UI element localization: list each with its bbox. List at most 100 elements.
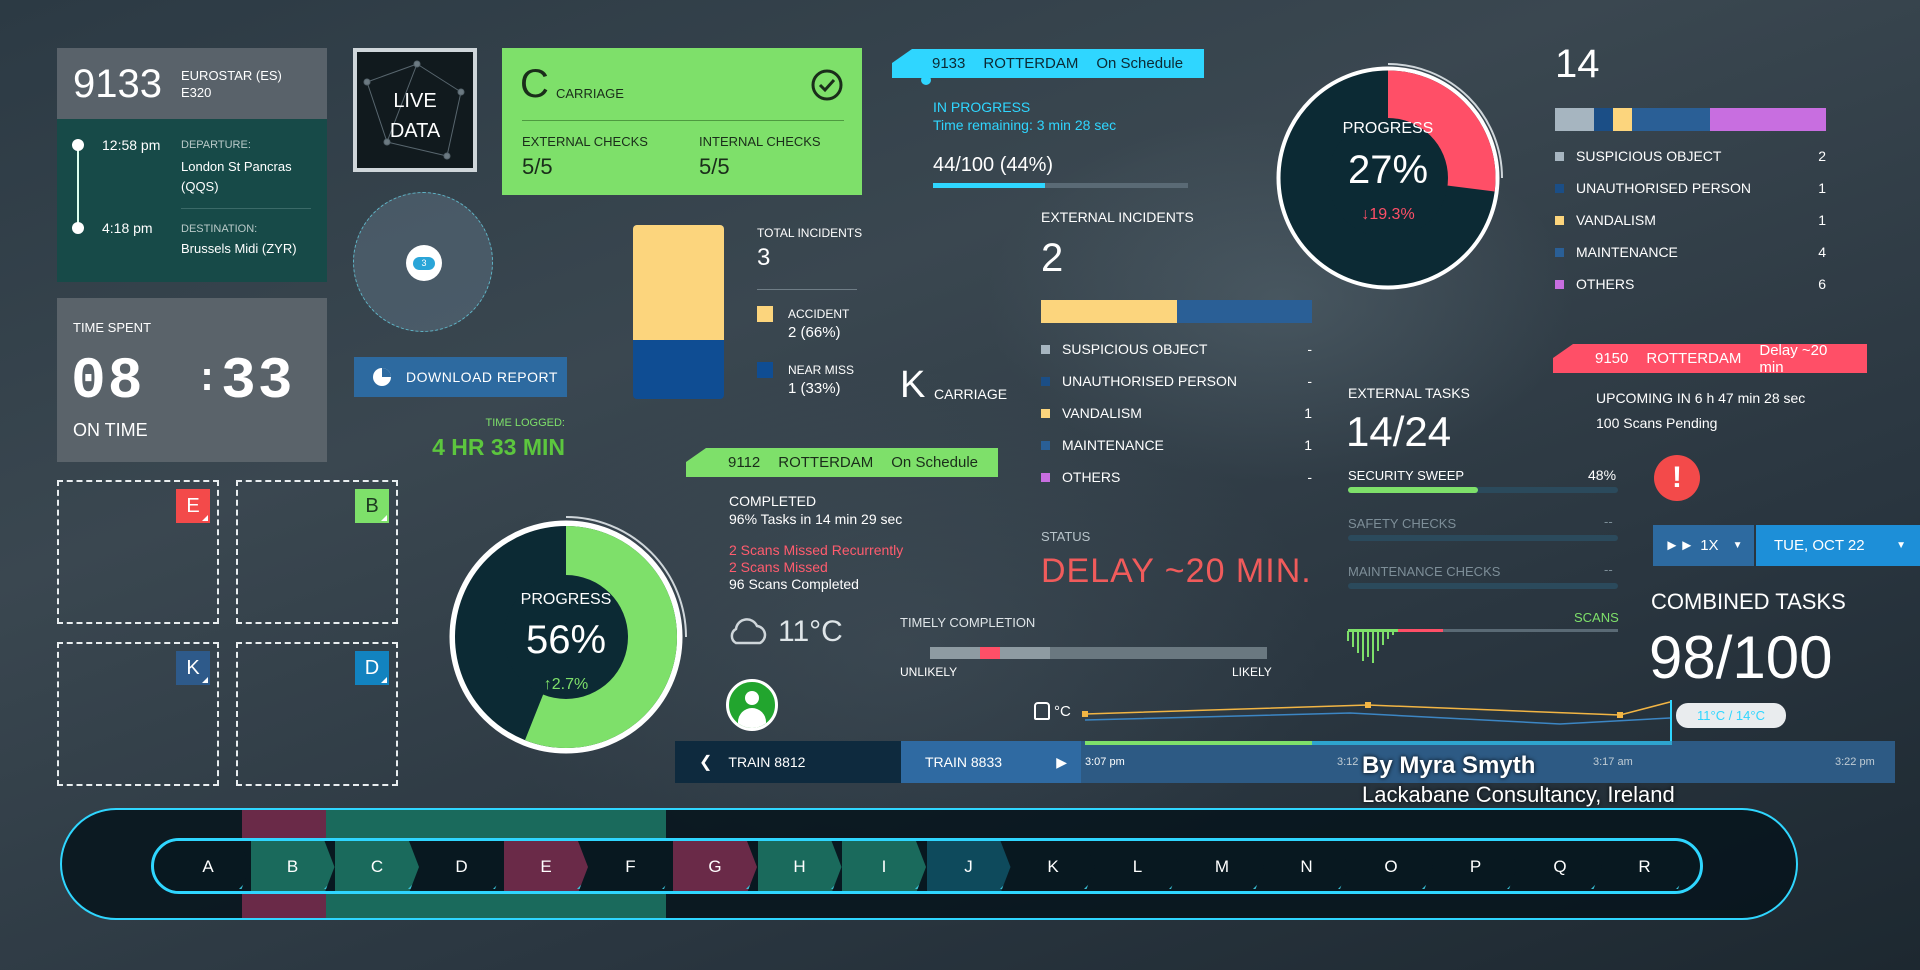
accident-label: ACCIDENT [788,307,850,321]
carriage-e[interactable]: E [504,841,588,893]
carriage-j[interactable]: J [927,841,1011,893]
legend-value: 1 [1304,405,1312,421]
timeline-t4: 3:22 pm [1835,756,1875,768]
progress-bottom-delta: ↑2.7% [543,676,589,693]
live-data-tile[interactable]: LIVE DATA [353,48,477,172]
avatar-body [738,708,766,728]
play-icon[interactable]: ▶ [1056,753,1067,770]
temp-line-high [1084,701,1671,716]
carriage-r[interactable]: R [1603,841,1687,893]
accident-swatch [757,306,773,322]
progress-bottom-label: PROGRESS [520,591,612,608]
weather-temp: 11°C [778,615,843,648]
carriage-o[interactable]: O [1349,841,1433,893]
k-carriage-letter: K [900,364,926,406]
timely-bar [930,647,1267,659]
maintenance-checks-value: -- [1604,562,1613,577]
zone-k[interactable]: K [57,642,219,786]
ring-center [1328,118,1448,238]
carriage-f[interactable]: F [589,841,673,893]
status-value: DELAY ~20 MIN. [1041,552,1312,590]
route-line [77,144,79,228]
train-model: E320 [181,85,212,100]
legend-swatch [1041,408,1050,418]
carriage-n[interactable]: N [1265,841,1349,893]
carriage-h[interactable]: H [758,841,842,893]
credit-name: By Myra Smyth [1362,752,1536,779]
legend-label: VANDALISM [1576,212,1656,228]
time-spent-minutes: 33 [221,350,295,415]
timeline-t3: 3:17 am [1593,756,1633,768]
zone-d-badge: D [355,651,389,685]
train-9133-city: ROTTERDAM [983,55,1079,72]
ring-fill [1280,70,1496,286]
total-incidents-value: 3 [757,244,771,271]
scan-wave-icon [1347,631,1394,663]
train-9150-banner[interactable]: 9150 ROTTERDAM Delay ~20 min [1553,344,1867,373]
legend-label: UNAUTHORISED PERSON [1576,180,1752,196]
external-incidents-bar [1041,300,1312,323]
download-report-button[interactable]: DOWNLOAD REPORT [354,357,567,397]
prev-train-button[interactable]: ❮ TRAIN 8812 [675,741,901,783]
legend-swatch [1041,440,1050,450]
carriage-i[interactable]: I [842,841,926,893]
carriage-c-card: C CARRIAGE EXTERNAL CHECKS 5/5 INTERNAL … [502,48,862,195]
ring-border [449,520,683,754]
legend-value: 6 [1818,276,1826,292]
playback-speed-select[interactable]: ►► 1X ▼ [1653,525,1754,566]
alert-icon[interactable]: ! [1654,455,1700,501]
train-9112-status: On Schedule [891,454,978,471]
avatar[interactable] [726,679,778,731]
temp-badge: 11°C / 14°C [1676,703,1786,728]
date-select[interactable]: TUE, OCT 22 ▼ [1756,525,1920,566]
external-checks-label: EXTERNAL CHECKS [522,134,648,149]
destination-label: DESTINATION: [181,223,258,235]
zone-b-badge: B [355,489,389,523]
time-spent-label: TIME SPENT [73,320,152,335]
carriage-l[interactable]: L [1096,841,1180,893]
security-sweep-track [1348,487,1618,493]
current-train-tab[interactable]: TRAIN 8833 ▶ [901,741,1081,783]
train-9133-status: On Schedule [1096,55,1184,72]
carriage-b[interactable]: B [251,841,335,893]
train-9112-banner[interactable]: 9112 ROTTERDAM On Schedule [686,448,998,477]
carriage-g[interactable]: G [673,841,757,893]
total-14-segment [1593,108,1614,131]
carriage-p[interactable]: P [1434,841,1518,893]
legend-value: 4 [1818,244,1826,260]
train-9133-banner[interactable]: 9133 ROTTERDAM On Schedule [892,49,1204,78]
total-14-segment [1555,108,1594,131]
legend-swatch [1041,344,1050,354]
legend-swatch [1041,376,1050,386]
external-tasks-value: 14/24 [1346,408,1452,455]
temp-point [1617,712,1623,718]
vandalism-segment [1041,300,1177,323]
carriage-a[interactable]: A [166,841,250,893]
carriage-q[interactable]: Q [1518,841,1602,893]
train-icon [1034,702,1050,720]
carriage-c[interactable]: C [335,841,419,893]
radar-marker[interactable]: 3 [406,245,442,281]
legend-label: MAINTENANCE [1576,244,1678,260]
internal-checks-label: INTERNAL CHECKS [699,134,821,149]
total-14-segment [1613,108,1633,131]
progress-top-delta: ↓19.3% [1361,206,1415,223]
zone-b[interactable]: B [236,480,398,624]
train-number: 9133 [73,62,162,106]
outer-arc [565,516,687,638]
temp-chart [1082,701,1671,725]
ring-center [504,575,628,699]
zone-d[interactable]: D [236,642,398,786]
timeline-progress-blue [1312,741,1672,745]
departure-label: DEPARTURE: [181,139,251,151]
k-carriage-label: CARRIAGE [934,386,1008,402]
zone-e[interactable]: E [57,480,219,624]
carriage-d[interactable]: D [420,841,504,893]
pie-chart-icon [373,368,391,386]
external-tasks-label: EXTERNAL TASKS [1348,385,1470,401]
divider [522,120,844,121]
carriage-k[interactable]: K [1011,841,1095,893]
carriage-m[interactable]: M [1180,841,1264,893]
total-14-legend: SUSPICIOUS OBJECT 2 UNAUTHORISED PERSON 1 … [1555,146,1826,292]
